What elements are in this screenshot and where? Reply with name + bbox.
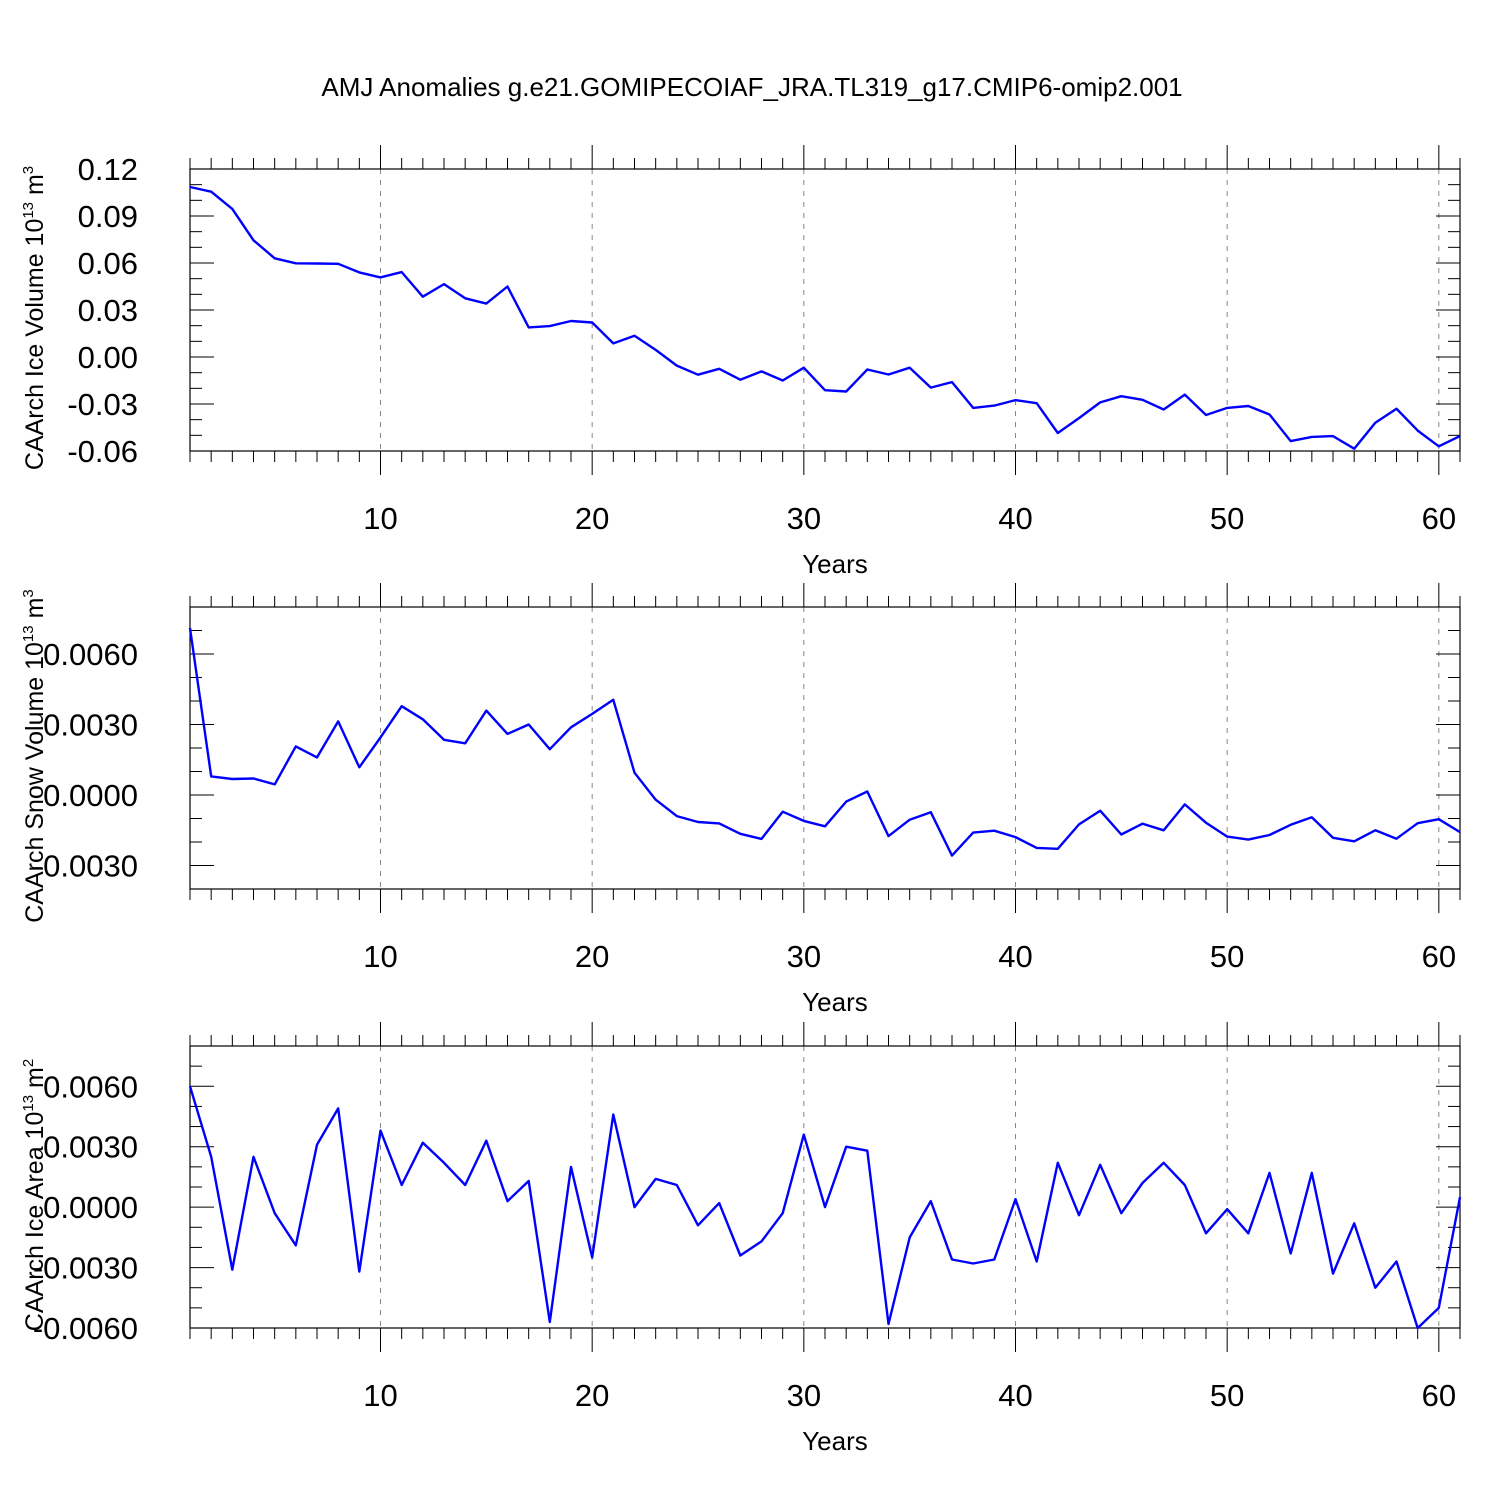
y-tick-label: -0.0060 — [33, 1311, 138, 1346]
x-tick-label: 20 — [575, 501, 609, 536]
x-tick-label: 40 — [998, 1378, 1032, 1413]
x-tick-label: 50 — [1210, 1378, 1244, 1413]
y-axis-label-text: CAArch Ice Area 10 — [21, 1112, 49, 1332]
y-axis-label-unit-exponent: 2 — [20, 1059, 37, 1067]
y-tick-label: 0.09 — [78, 199, 138, 234]
y-axis-label-unit: m — [21, 1067, 49, 1095]
x-tick-label: 60 — [1422, 1378, 1456, 1413]
y-axis-label: CAArch Ice Volume 1013 m3 — [20, 166, 49, 470]
y-tick-label: -0.03 — [67, 387, 138, 422]
y-axis-label-text: CAArch Snow Volume 10 — [21, 642, 49, 923]
x-tick-label: 50 — [1210, 939, 1244, 974]
y-axis-label-exponent: 13 — [20, 1095, 37, 1112]
y-tick-label: 0.0000 — [43, 1190, 138, 1225]
y-axis-label-text: CAArch Ice Volume 10 — [21, 219, 49, 471]
x-tick-label: 40 — [998, 501, 1032, 536]
x-axis-label: Years — [802, 987, 868, 1017]
x-tick-label: 60 — [1422, 501, 1456, 536]
y-tick-label: -0.06 — [67, 434, 138, 469]
plot-frame — [189, 168, 1461, 452]
plot-frame — [189, 1045, 1461, 1329]
x-tick-label: 10 — [363, 501, 397, 536]
x-tick-label: 10 — [363, 1378, 397, 1413]
panel-3: -0.0060 -0.0030 0.0000 0.0030 0.0060 10 20 30 40… — [20, 1022, 1462, 1456]
y-tick-label: 0.0060 — [43, 1069, 138, 1104]
y-tick-label: -0.0030 — [33, 849, 138, 884]
series-line — [188, 627, 1461, 857]
y-tick-label: 0.0030 — [43, 708, 138, 743]
x-tick-label: 30 — [787, 501, 821, 536]
x-axis-label: Years — [802, 549, 868, 579]
x-tick-label: 20 — [575, 939, 609, 974]
y-tick-label: 0.0030 — [43, 1130, 138, 1165]
y-tick-label: 0.12 — [78, 152, 138, 187]
panel-1: -0.06 -0.03 0.00 0.03 0.06 0.09 0.12 10 20 30 40 50… — [20, 145, 1461, 579]
x-tick-label: 20 — [575, 1378, 609, 1413]
y-tick-label: -0.0030 — [33, 1251, 138, 1286]
series-line — [189, 185, 1461, 450]
x-tick-label: 60 — [1422, 939, 1456, 974]
figure-title: AMJ Anomalies g.e21.GOMIPECOIAF_JRA.TL31… — [321, 72, 1182, 102]
y-tick-label: 0.03 — [78, 293, 138, 328]
series-line — [188, 1085, 1462, 1330]
x-tick-label: 40 — [998, 939, 1032, 974]
y-tick-label: 0.00 — [78, 340, 138, 375]
y-axis-label-exponent: 13 — [20, 202, 37, 219]
y-tick-label: 0.0060 — [43, 637, 138, 672]
y-axis-label: CAArch Ice Area 1013 m2 — [20, 1059, 49, 1331]
y-axis-label-unit-exponent: 3 — [20, 166, 37, 174]
plot-frame — [189, 606, 1461, 890]
x-tick-label: 30 — [787, 1378, 821, 1413]
x-axis-label: Years — [802, 1426, 868, 1456]
y-axis-label-unit: m — [21, 174, 49, 202]
panel-2: -0.0030 0.0000 0.0030 0.0060 10 20 30 40 50 60 Yea… — [20, 583, 1461, 1017]
panels: -0.06 -0.03 0.00 0.03 0.06 0.09 0.12 10 20 30 40 50… — [20, 145, 1462, 1456]
y-axis-label: CAArch Snow Volume 1013 m3 — [20, 589, 49, 923]
y-tick-label: 0.0000 — [43, 778, 138, 813]
y-axis-label-unit: m — [21, 598, 49, 626]
y-axis-label-exponent: 13 — [20, 625, 37, 642]
x-tick-label: 10 — [363, 939, 397, 974]
y-tick-label: 0.06 — [78, 246, 138, 281]
x-tick-label: 50 — [1210, 501, 1244, 536]
x-tick-label: 30 — [787, 939, 821, 974]
y-axis-label-unit-exponent: 3 — [20, 589, 37, 597]
